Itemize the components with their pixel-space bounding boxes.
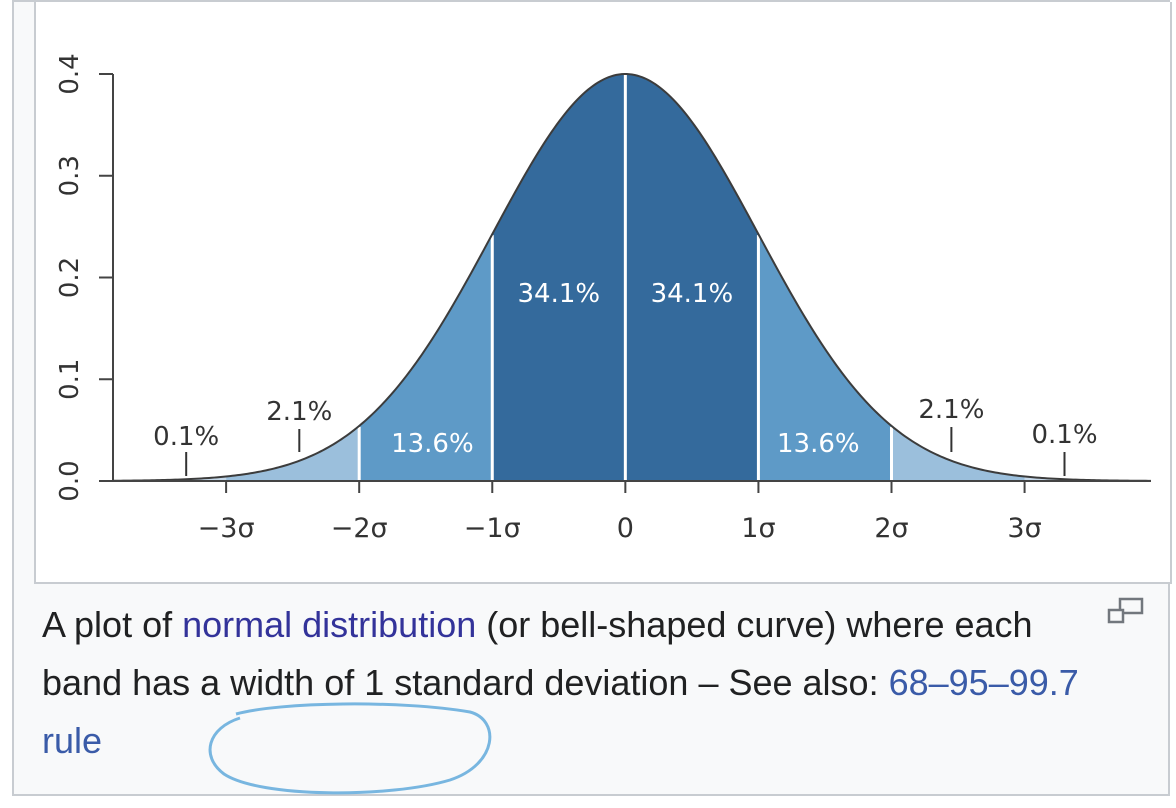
y-tick-label: 0.2 bbox=[55, 257, 85, 298]
caption-text-1: A plot of bbox=[42, 604, 183, 645]
band-0 bbox=[226, 425, 360, 481]
tail-label: 0.1% bbox=[1031, 420, 1097, 450]
tail-label: 0.1% bbox=[153, 422, 219, 452]
68-95-99-7-rule-link[interactable]: 68–95–99.7 rule bbox=[42, 662, 1079, 761]
figure-caption: A plot of normal distribution (or bell-s… bbox=[42, 596, 1102, 770]
y-tick-label: 0.0 bbox=[55, 460, 85, 501]
bell-curve bbox=[112, 73, 1152, 482]
x-tick-label: 2σ bbox=[874, 513, 908, 544]
enlarge-icon[interactable] bbox=[1106, 597, 1146, 627]
x-tick-label: 0 bbox=[617, 513, 634, 544]
normal-distribution-chart: 0.0 0.1 0.2 0.3 0.4 −3σ −2σ −1σ 0 1σ 2σ 3σ 34.1% 34.1… bbox=[55, 53, 1152, 544]
band-label: 2.1% bbox=[918, 395, 984, 425]
y-tick-label: 0.3 bbox=[55, 155, 85, 196]
band-label: 34.1% bbox=[651, 279, 734, 309]
band-label: 2.1% bbox=[266, 397, 332, 427]
normal-distribution-link[interactable]: normal distribution bbox=[182, 604, 477, 645]
band-label: 13.6% bbox=[777, 429, 860, 459]
x-tick-label: −1σ bbox=[464, 513, 521, 544]
band-2 bbox=[492, 74, 626, 481]
band-3 bbox=[625, 74, 759, 481]
tail-left bbox=[113, 476, 227, 481]
band-label: 34.1% bbox=[518, 279, 601, 309]
x-tick-label: −3σ bbox=[198, 513, 255, 544]
band-label: 13.6% bbox=[391, 429, 474, 459]
x-tick-label: 3σ bbox=[1007, 513, 1041, 544]
y-tick-label: 0.4 bbox=[55, 53, 85, 94]
caption-text-2: (or bell-shaped curve) where each band h… bbox=[42, 604, 1033, 703]
x-tick-label: 1σ bbox=[741, 513, 775, 544]
y-tick-label: 0.1 bbox=[55, 359, 85, 400]
band-5 bbox=[891, 425, 1025, 481]
tail-right bbox=[1024, 476, 1151, 481]
x-tick-label: −2σ bbox=[331, 513, 388, 544]
